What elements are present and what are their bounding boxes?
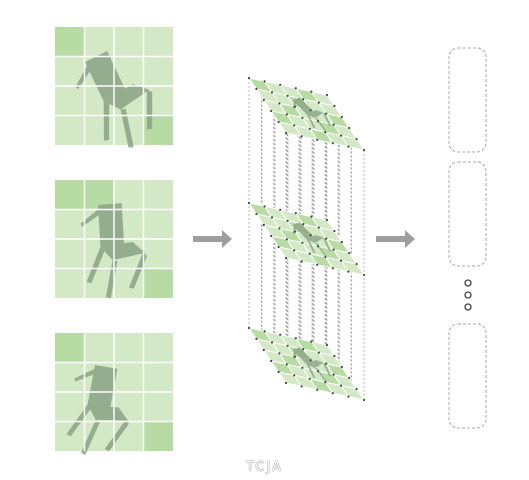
caption: TCJA — [246, 460, 283, 475]
input-image-3 — [44, 333, 173, 467]
feature-plane-2 — [247, 201, 366, 277]
input-images — [44, 27, 173, 467]
right-arrow-icon-2 — [376, 230, 415, 248]
feature-plane-3 — [247, 326, 366, 402]
vertical-ellipsis-icon — [464, 279, 472, 311]
right-arrow-icon — [193, 230, 232, 248]
output-slot-2 — [448, 161, 487, 267]
feature-plane-1 — [247, 76, 366, 152]
output-slot-1 — [448, 47, 487, 153]
output-slots — [448, 47, 487, 429]
feature-planes — [247, 76, 366, 402]
output-slot-3 — [448, 323, 487, 429]
input-image-2 — [55, 180, 173, 305]
input-image-1 — [55, 27, 173, 154]
